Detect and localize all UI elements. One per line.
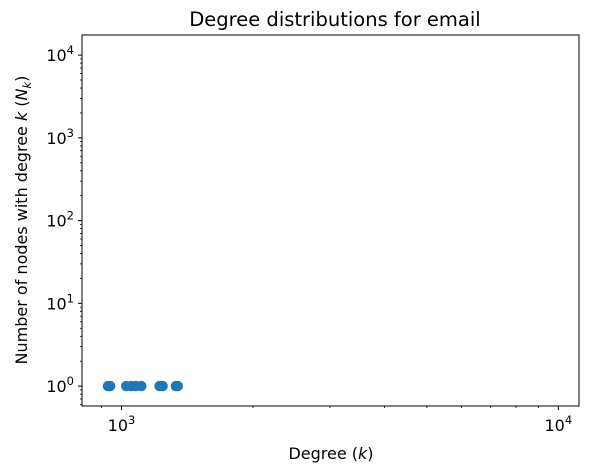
x-axis-label: Degree (k) [288,444,373,463]
x-tick-label: 103 [108,413,136,435]
data-point [172,380,183,392]
y-axis-label: Number of nodes with degree k (Nk) [12,76,34,365]
y-axis-ticks: 100 101 102 103 104 [46,43,82,396]
y-tick-label: 103 [46,126,74,148]
minor-ticks [80,58,539,408]
y-tick-label: 101 [46,291,74,313]
y-tick-label: 100 [46,374,74,396]
y-tick-label: 104 [46,43,74,65]
data-points [102,380,183,392]
plot-area [81,34,580,407]
data-point [104,380,116,392]
plot-frame [81,34,580,407]
x-axis-ticks: 103 104 [108,406,573,435]
data-point [157,380,168,392]
chart-title: Degree distributions for email [189,8,480,31]
x-tick-label: 104 [545,413,573,435]
y-tick-label: 102 [46,209,74,231]
data-point [136,380,147,392]
